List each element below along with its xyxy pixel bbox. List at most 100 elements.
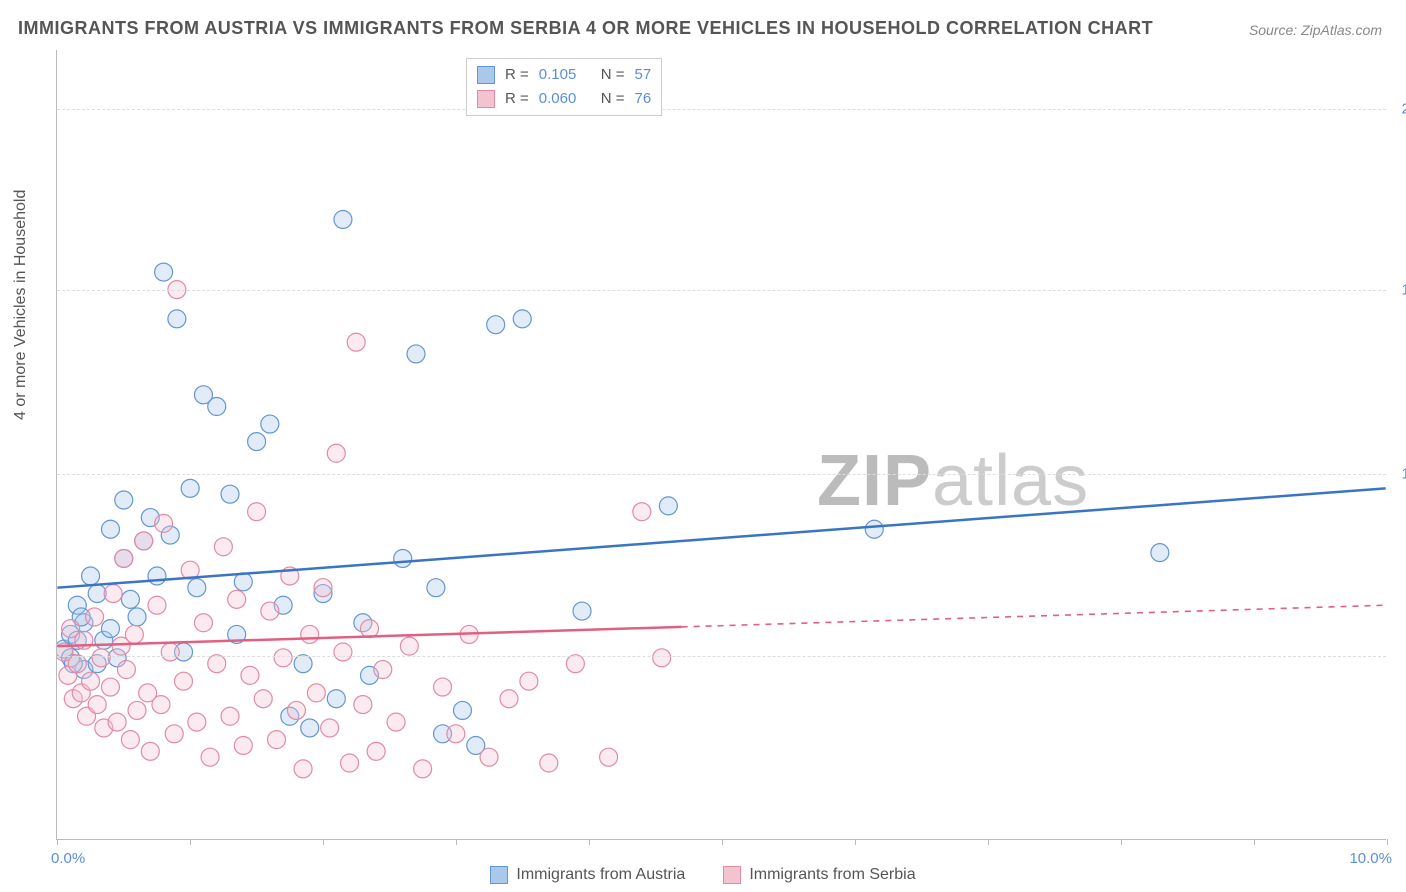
trend-line: [57, 488, 1385, 587]
scatter-point: [161, 643, 179, 661]
scatter-point: [347, 333, 365, 351]
y-tick-label: 12.5%: [1401, 466, 1406, 483]
legend-stat-row: R =0.105N =57: [477, 63, 651, 87]
scatter-point: [188, 579, 206, 597]
scatter-point: [57, 643, 73, 661]
x-tick: [323, 839, 324, 845]
gridline: [57, 656, 1386, 657]
scatter-point: [194, 614, 212, 632]
scatter-point: [341, 754, 359, 772]
source-attribution: Source: ZipAtlas.com: [1249, 22, 1382, 38]
legend-r-label: R =: [505, 63, 529, 87]
legend-swatch: [723, 866, 741, 884]
scatter-point: [141, 742, 159, 760]
scatter-point: [68, 655, 86, 673]
scatter-point: [321, 719, 339, 737]
scatter-point: [520, 672, 538, 690]
scatter-point: [86, 608, 104, 626]
scatter-point: [228, 625, 246, 643]
x-tick: [57, 839, 58, 845]
scatter-point: [268, 731, 286, 749]
scatter-point: [62, 620, 80, 638]
scatter-point: [139, 684, 157, 702]
scatter-point: [115, 549, 133, 567]
scatter-point: [234, 737, 252, 755]
legend-stat-row: R =0.060N =76: [477, 87, 651, 111]
scatter-point: [148, 596, 166, 614]
scatter-point: [540, 754, 558, 772]
x-tick-label: 10.0%: [1349, 850, 1392, 867]
x-tick: [722, 839, 723, 845]
scatter-point: [161, 526, 179, 544]
scatter-point: [414, 760, 432, 778]
trend-line-extrapolated: [682, 605, 1386, 627]
scatter-point: [294, 655, 312, 673]
scatter-point: [600, 748, 618, 766]
scatter-point: [653, 649, 671, 667]
scatter-point: [301, 625, 319, 643]
scatter-point: [112, 637, 130, 655]
scatter-point: [155, 514, 173, 532]
scatter-point: [221, 485, 239, 503]
scatter-point: [188, 713, 206, 731]
scatter-point: [208, 655, 226, 673]
scatter-point: [62, 649, 80, 667]
scatter-point: [659, 497, 677, 515]
scatter-point: [181, 561, 199, 579]
scatter-point: [228, 590, 246, 608]
legend-r-value: 0.060: [539, 87, 591, 111]
scatter-point: [261, 602, 279, 620]
legend-stats-box: R =0.105N =57R =0.060N =76: [466, 58, 662, 116]
scatter-point: [121, 731, 139, 749]
scatter-point: [78, 707, 96, 725]
scatter-point: [175, 643, 193, 661]
legend-swatch: [490, 866, 508, 884]
scatter-point: [334, 643, 352, 661]
scatter-point: [64, 690, 82, 708]
scatter-point: [254, 690, 272, 708]
scatter-point: [274, 596, 292, 614]
scatter-point: [104, 585, 122, 603]
scatter-point: [92, 649, 110, 667]
scatter-point: [135, 532, 153, 550]
x-tick: [589, 839, 590, 845]
legend-n-value: 76: [635, 87, 652, 111]
legend-r-label: R =: [505, 87, 529, 111]
scatter-point: [88, 585, 106, 603]
scatter-point: [101, 620, 119, 638]
scatter-point: [115, 491, 133, 509]
legend-swatch: [477, 66, 495, 84]
scatter-point: [307, 684, 325, 702]
watermark-zip: ZIP: [817, 441, 932, 521]
plot-area: ZIPatlas 6.3%12.5%18.8%25.0%0.0%10.0%: [56, 50, 1386, 840]
scatter-point: [400, 637, 418, 655]
scatter-point: [314, 585, 332, 603]
legend-r-value: 0.105: [539, 63, 591, 87]
scatter-point: [214, 538, 232, 556]
scatter-point: [361, 666, 379, 684]
scatter-point: [221, 707, 239, 725]
scatter-point: [248, 503, 266, 521]
scatter-point: [301, 719, 319, 737]
scatter-point: [427, 579, 445, 597]
scatter-point: [566, 655, 584, 673]
gridline: [57, 474, 1386, 475]
scatter-point: [108, 649, 126, 667]
x-tick: [456, 839, 457, 845]
scatter-point: [354, 614, 372, 632]
scatter-point: [460, 625, 478, 643]
scatter-point: [573, 602, 591, 620]
scatter-point: [155, 263, 173, 281]
scatter-point: [201, 748, 219, 766]
x-tick: [855, 839, 856, 845]
scatter-point: [387, 713, 405, 731]
scatter-point: [467, 737, 485, 755]
legend-n-value: 57: [635, 63, 652, 87]
scatter-point: [95, 631, 113, 649]
scatter-point: [208, 398, 226, 416]
scatter-point: [361, 620, 379, 638]
scatter-point: [72, 608, 90, 626]
x-tick: [190, 839, 191, 845]
scatter-point: [88, 655, 106, 673]
scatter-point: [274, 649, 292, 667]
